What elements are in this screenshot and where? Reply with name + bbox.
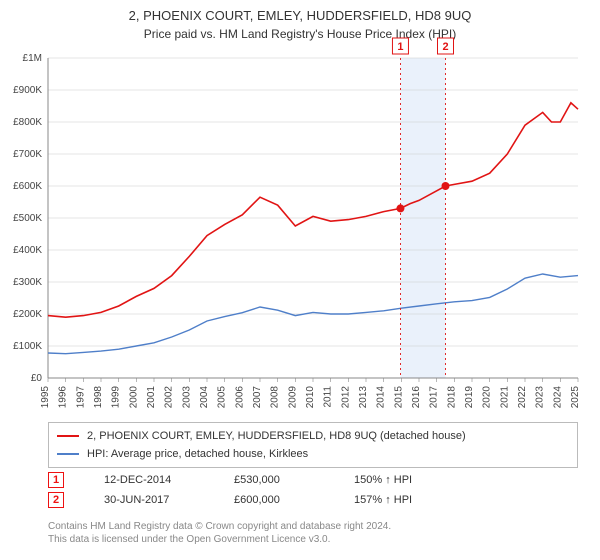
sale-marker-number: 1 (397, 41, 403, 53)
legend-box: 2, PHOENIX COURT, EMLEY, HUDDERSFIELD, H… (48, 422, 578, 468)
x-tick-label: 2016 (411, 386, 422, 409)
x-tick-label: 2023 (535, 386, 546, 409)
sale-date: 12-DEC-2014 (104, 474, 234, 486)
x-tick-label: 2005 (217, 386, 228, 409)
sale-row-marker: 1 (48, 472, 64, 488)
sale-price: £530,000 (234, 474, 354, 486)
sale-ratio: 150% ↑ HPI (354, 474, 452, 486)
x-tick-label: 1996 (58, 386, 69, 409)
series-property (48, 103, 578, 317)
x-tick-label: 2004 (199, 386, 210, 409)
sale-row: 2 30-JUN-2017£600,000157% ↑ HPI (48, 490, 578, 510)
x-tick-label: 2017 (429, 386, 440, 409)
y-tick-label: £600K (13, 181, 42, 192)
x-tick-label: 2024 (552, 386, 563, 409)
x-tick-label: 2003 (181, 386, 192, 409)
x-tick-label: 2014 (376, 386, 387, 409)
x-tick-label: 2015 (393, 386, 404, 409)
y-tick-label: £100K (13, 341, 42, 352)
sale-row: 1 12-DEC-2014£530,000150% ↑ HPI (48, 470, 578, 490)
footer-attribution: Contains HM Land Registry data © Crown c… (48, 520, 578, 546)
x-tick-label: 2020 (482, 386, 493, 409)
legend-label: 2, PHOENIX COURT, EMLEY, HUDDERSFIELD, H… (87, 430, 466, 442)
x-tick-label: 2010 (305, 386, 316, 409)
x-tick-label: 2006 (234, 386, 245, 409)
x-tick-label: 2019 (464, 386, 475, 409)
y-tick-label: £1M (23, 53, 42, 64)
x-tick-label: 1999 (111, 386, 122, 409)
x-tick-label: 1998 (93, 386, 104, 409)
footer-line-2: This data is licensed under the Open Gov… (48, 533, 578, 546)
legend-label: HPI: Average price, detached house, Kirk… (87, 448, 308, 460)
sale-row-marker: 2 (48, 492, 64, 508)
x-tick-label: 2025 (570, 386, 581, 409)
x-tick-label: 2013 (358, 386, 369, 409)
y-tick-label: £900K (13, 85, 42, 96)
footer-line-1: Contains HM Land Registry data © Crown c… (48, 520, 578, 533)
x-tick-label: 2001 (146, 386, 157, 409)
sale-date: 30-JUN-2017 (104, 494, 234, 506)
y-tick-label: £200K (13, 309, 42, 320)
sale-marker-dot (442, 182, 450, 190)
y-tick-label: £800K (13, 117, 42, 128)
sale-marker-dot (396, 204, 404, 212)
legend-swatch (57, 453, 79, 455)
y-tick-label: £500K (13, 213, 42, 224)
x-tick-label: 2008 (270, 386, 281, 409)
x-tick-label: 2011 (323, 386, 334, 408)
legend-item: 2, PHOENIX COURT, EMLEY, HUDDERSFIELD, H… (57, 427, 569, 445)
y-tick-label: £400K (13, 245, 42, 256)
y-tick-label: £300K (13, 277, 42, 288)
legend-swatch (57, 435, 79, 437)
legend-item: HPI: Average price, detached house, Kirk… (57, 445, 569, 463)
y-tick-label: £700K (13, 149, 42, 160)
x-tick-label: 1995 (40, 386, 51, 409)
sale-marker-number: 2 (442, 41, 448, 53)
sales-table: 1 12-DEC-2014£530,000150% ↑ HPI 2 30-JUN-20… (48, 470, 578, 510)
price-chart: £0 £100K £200K £300K £400K £500K £600K £700K £80… (0, 0, 600, 420)
x-tick-label: 2021 (499, 386, 510, 409)
x-tick-label: 1997 (75, 386, 86, 409)
sale-ratio: 157% ↑ HPI (354, 494, 452, 506)
y-tick-label: £0 (31, 373, 43, 384)
x-tick-label: 2012 (340, 386, 351, 409)
x-tick-label: 2000 (128, 386, 139, 409)
x-tick-label: 2022 (517, 386, 528, 409)
x-tick-label: 2002 (164, 386, 175, 409)
x-tick-label: 2018 (446, 386, 457, 409)
x-tick-label: 2007 (252, 386, 263, 409)
x-tick-label: 2009 (287, 386, 298, 409)
sale-price: £600,000 (234, 494, 354, 506)
